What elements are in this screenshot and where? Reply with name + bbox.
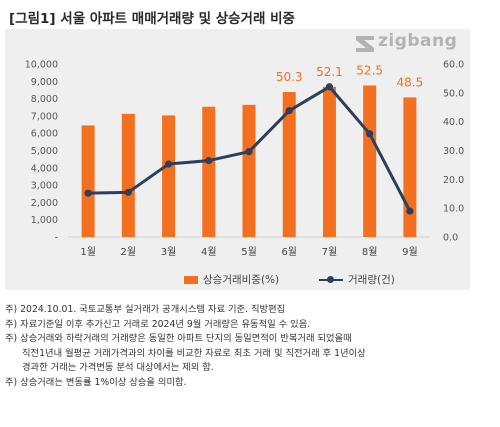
line-point bbox=[325, 83, 334, 91]
y-left-tick-label: 3,000 bbox=[31, 181, 58, 192]
bar bbox=[242, 104, 256, 237]
bar bbox=[121, 113, 135, 237]
legend-line-swatch bbox=[319, 276, 343, 284]
line-point bbox=[205, 156, 213, 165]
y-left-tick-label: 4,000 bbox=[31, 163, 58, 174]
y-right-tick-label: 30.0 bbox=[443, 146, 464, 157]
legend-bar-swatch bbox=[184, 275, 198, 284]
y-left-tick-label: 9,000 bbox=[31, 77, 58, 88]
y-left-tick-label: 10,000 bbox=[25, 60, 58, 71]
y-left-tick-label: 8,000 bbox=[31, 94, 58, 105]
y-right-tick-label: 20.0 bbox=[443, 175, 464, 186]
x-tick-label: 8월 bbox=[362, 246, 378, 258]
bar bbox=[81, 125, 95, 237]
line-point bbox=[406, 207, 414, 215]
x-tick-label: 1월 bbox=[80, 246, 96, 258]
figure-title-text: 서울 아파트 매매거래량 및 상승거래 비중 bbox=[60, 11, 295, 27]
footnote: 주) 상승거래와 하락거래의 거래량은 동일한 아파트 단지의 동일면적이 반복… bbox=[5, 333, 352, 345]
line-point bbox=[84, 189, 92, 197]
footnote: 주) 자료기준일 이후 추가신고 거래로 2024년 9월 거래량은 유동적일 … bbox=[5, 318, 311, 330]
x-tick-label: 5월 bbox=[241, 246, 257, 258]
footnote: 주) 2024.10.01. 국토교통부 실거래가 공개시스템 자료 기준. 직… bbox=[5, 304, 286, 315]
legend-bar-label: 상승거래비중(%) bbox=[203, 274, 280, 286]
figure-title-prefix: [그림1] bbox=[9, 11, 56, 27]
x-tick-label: 9월 bbox=[402, 246, 418, 258]
legend-item-line: 거래량(건) bbox=[319, 272, 395, 287]
footnote-continued: 직전1년내 월평균 거래가격과의 차이를 비교한 자료로 최초 거래 및 직전거… bbox=[22, 347, 366, 359]
y-left-tick-label: - bbox=[55, 233, 58, 244]
y-left-tick-label: 2,000 bbox=[31, 198, 58, 209]
zigbang-logo-text: zigbang bbox=[378, 31, 458, 51]
chart-legend: 상승거래비중(%) 거래량(건) bbox=[0, 272, 470, 288]
x-tick-label: 4월 bbox=[201, 246, 217, 258]
y-right-tick-label: 50.0 bbox=[443, 88, 464, 99]
bar bbox=[322, 86, 336, 237]
x-tick-label: 6월 bbox=[281, 246, 297, 258]
x-tick-label: 3월 bbox=[161, 246, 177, 258]
y-right-tick-label: 0.0 bbox=[443, 233, 458, 244]
figure-title: [그림1] 서울 아파트 매매거래량 및 상승거래 비중 bbox=[9, 7, 295, 27]
y-left-tick-label: 5,000 bbox=[31, 146, 58, 157]
x-tick-label: 2월 bbox=[121, 246, 137, 258]
bar-data-label: 48.5 bbox=[397, 75, 424, 89]
line-point bbox=[164, 160, 173, 168]
line-point bbox=[366, 130, 374, 138]
bar bbox=[282, 92, 296, 237]
y-left-tick-label: 1,000 bbox=[31, 215, 58, 226]
y-left-tick-label: 7,000 bbox=[31, 111, 58, 122]
bar-data-label: 52.1 bbox=[316, 65, 343, 79]
footnote: 주) 상승거래는 변동률 1%이상 상승을 의미함. bbox=[5, 376, 187, 388]
y-right-tick-label: 60.0 bbox=[443, 60, 464, 71]
bar bbox=[202, 106, 216, 237]
footnote-continued: 경과한 거래는 가격변동 분석 대상에서는 제외 함. bbox=[22, 362, 214, 374]
bar bbox=[403, 97, 417, 237]
y-right-tick-label: 10.0 bbox=[443, 204, 464, 215]
y-left-tick-label: 6,000 bbox=[31, 129, 58, 140]
y-right-tick-label: 40.0 bbox=[443, 117, 464, 128]
x-tick-label: 7월 bbox=[322, 246, 338, 258]
bar bbox=[363, 85, 377, 238]
line-point bbox=[285, 107, 293, 115]
line-point bbox=[124, 188, 132, 196]
bar bbox=[162, 115, 176, 237]
zigbang-logo: zigbang bbox=[354, 31, 464, 55]
zigbang-logo-icon bbox=[356, 36, 374, 52]
combo-chart: - 1,000 2,000 3,000 4,000 5,000 6,000 7,000 8,00… bbox=[25, 60, 464, 259]
line-point bbox=[245, 148, 253, 156]
legend-line-label: 거래량(건) bbox=[348, 274, 395, 286]
bar-data-label: 52.5 bbox=[356, 63, 383, 77]
bar-data-label: 50.3 bbox=[276, 70, 303, 84]
legend-item-bar: 상승거래비중(%) bbox=[184, 272, 279, 287]
footnotes: 주) 2024.10.01. 국토교통부 실거래가 공개시스템 자료 기준. 직… bbox=[5, 303, 495, 391]
